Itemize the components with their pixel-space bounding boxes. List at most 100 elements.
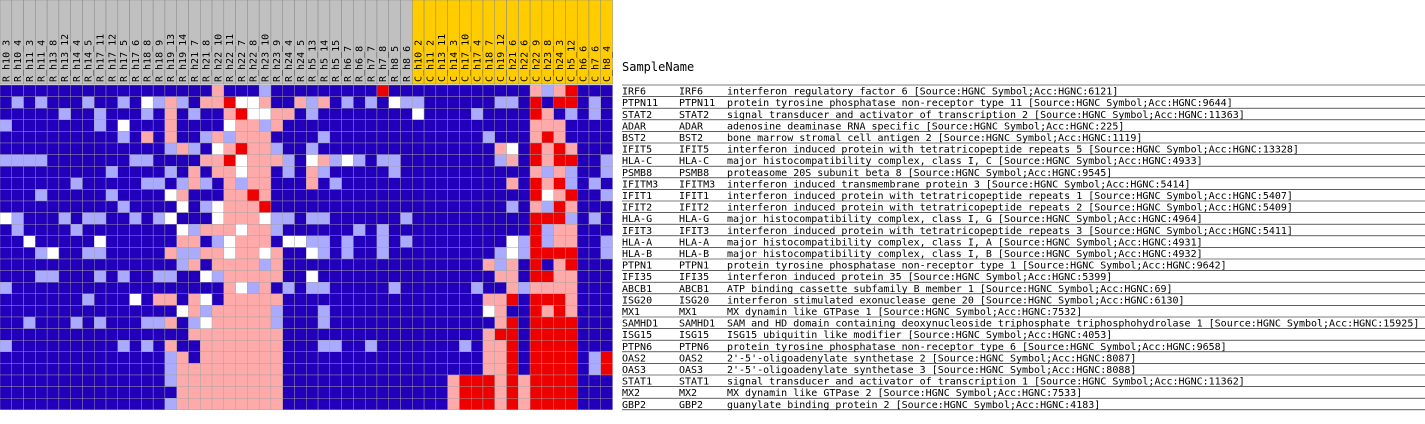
heatmap-cell bbox=[529, 398, 543, 411]
heatmap-cell bbox=[565, 363, 578, 376]
column-label: C_h23_8 bbox=[543, 40, 554, 82]
heatmap-cell bbox=[553, 374, 566, 387]
heatmap-cell bbox=[129, 374, 142, 387]
heatmap-cell bbox=[105, 293, 118, 306]
heatmap-cell bbox=[235, 154, 248, 167]
heatmap-cell bbox=[423, 316, 437, 329]
heatmap-cell bbox=[364, 223, 378, 236]
heatmap-cell bbox=[518, 386, 531, 399]
heatmap-cell bbox=[247, 386, 260, 399]
row-symbol-label: ADAR bbox=[679, 121, 704, 132]
heatmap-cell bbox=[211, 119, 225, 132]
heatmap-cell bbox=[412, 84, 425, 97]
heatmap-cell bbox=[294, 328, 307, 341]
heatmap-cell bbox=[11, 328, 24, 341]
heatmap-cell bbox=[82, 305, 95, 318]
heatmap-cell bbox=[247, 398, 260, 411]
row-gene-label: PTPN1 bbox=[622, 261, 652, 272]
heatmap-cell bbox=[46, 398, 60, 411]
heatmap-cell bbox=[105, 96, 118, 109]
heatmap-cell bbox=[364, 270, 378, 283]
heatmap-cell bbox=[70, 247, 83, 260]
heatmap-cell bbox=[176, 340, 189, 353]
heatmap-cell bbox=[188, 119, 201, 132]
heatmap-cell bbox=[164, 189, 177, 202]
heatmap-cell bbox=[141, 119, 154, 132]
heatmap-cell bbox=[270, 328, 283, 341]
heatmap-cell bbox=[247, 270, 260, 283]
heatmap-cell bbox=[176, 282, 189, 295]
heatmap-cell bbox=[341, 258, 354, 271]
heatmap-cell bbox=[152, 305, 166, 318]
heatmap-cell bbox=[188, 351, 201, 364]
heatmap-cell bbox=[94, 119, 107, 132]
heatmap-cell bbox=[211, 293, 225, 306]
heatmap-cell bbox=[400, 235, 413, 248]
heatmap-cell bbox=[341, 107, 354, 120]
row-description: bone marrow stromal cell antigen 2 [Sour… bbox=[727, 133, 1142, 144]
heatmap-cell bbox=[412, 305, 425, 318]
heatmap-cell bbox=[270, 119, 283, 132]
heatmap-cell bbox=[0, 351, 12, 364]
heatmap-cell bbox=[353, 96, 366, 109]
column-label: R_h17_11 bbox=[96, 34, 107, 82]
heatmap-cell bbox=[400, 351, 413, 364]
heatmap-cell bbox=[494, 212, 507, 225]
heatmap-cell bbox=[341, 328, 354, 341]
heatmap-cell bbox=[376, 398, 389, 411]
heatmap-cell bbox=[0, 200, 12, 213]
heatmap-cell bbox=[235, 84, 248, 97]
heatmap-cell bbox=[459, 386, 472, 399]
heatmap-cell bbox=[200, 386, 213, 399]
heatmap-cell bbox=[459, 293, 472, 306]
heatmap-cell bbox=[459, 363, 472, 376]
heatmap-cell bbox=[82, 131, 95, 144]
heatmap-cell bbox=[117, 84, 130, 97]
heatmap-cell bbox=[341, 235, 354, 248]
heatmap-cell bbox=[270, 293, 283, 306]
heatmap-cell bbox=[0, 340, 12, 353]
heatmap-cell bbox=[211, 84, 225, 97]
heatmap-cell bbox=[129, 131, 142, 144]
heatmap-cell bbox=[529, 340, 543, 353]
heatmap-cell bbox=[35, 131, 48, 144]
row-description: interferon stimulated exonuclease gene 2… bbox=[727, 295, 1185, 306]
heatmap-cell bbox=[376, 374, 389, 387]
heatmap-cell bbox=[317, 107, 331, 120]
heatmap-cell bbox=[105, 374, 118, 387]
heatmap-cell bbox=[188, 165, 201, 178]
heatmap-cell bbox=[223, 235, 236, 248]
heatmap-cell bbox=[459, 142, 472, 155]
heatmap-cell bbox=[270, 282, 283, 295]
heatmap-cell bbox=[223, 305, 236, 318]
heatmap-cell bbox=[506, 107, 519, 120]
heatmap-cell bbox=[577, 305, 590, 318]
row-gene-label: PSMB8 bbox=[622, 168, 652, 179]
heatmap-cell bbox=[341, 212, 354, 225]
heatmap-cell bbox=[282, 293, 295, 306]
heatmap-cell bbox=[294, 270, 307, 283]
heatmap-cell bbox=[482, 258, 495, 271]
heatmap-cell bbox=[600, 386, 613, 399]
heatmap-cell bbox=[211, 305, 225, 318]
heatmap-cell bbox=[541, 316, 554, 329]
heatmap-cell bbox=[518, 165, 531, 178]
heatmap-cell bbox=[23, 154, 36, 167]
heatmap-cell bbox=[435, 96, 448, 109]
heatmap-cell bbox=[529, 374, 543, 387]
heatmap-cell bbox=[506, 131, 519, 144]
heatmap-cell bbox=[600, 282, 613, 295]
heatmap-cell bbox=[376, 96, 389, 109]
heatmap-cell bbox=[565, 189, 578, 202]
column-label: C_h17_10 bbox=[461, 34, 472, 82]
heatmap-cell bbox=[518, 189, 531, 202]
heatmap-cell bbox=[494, 374, 507, 387]
heatmap-cell bbox=[577, 293, 590, 306]
heatmap-cell bbox=[46, 386, 60, 399]
row-description: proteasome 20S subunit beta 8 [Source:HG… bbox=[727, 168, 1112, 179]
heatmap-cell bbox=[400, 142, 413, 155]
heatmap-cell bbox=[0, 223, 12, 236]
heatmap-cell bbox=[553, 305, 566, 318]
heatmap-cell bbox=[306, 212, 319, 225]
heatmap-cell bbox=[329, 374, 342, 387]
